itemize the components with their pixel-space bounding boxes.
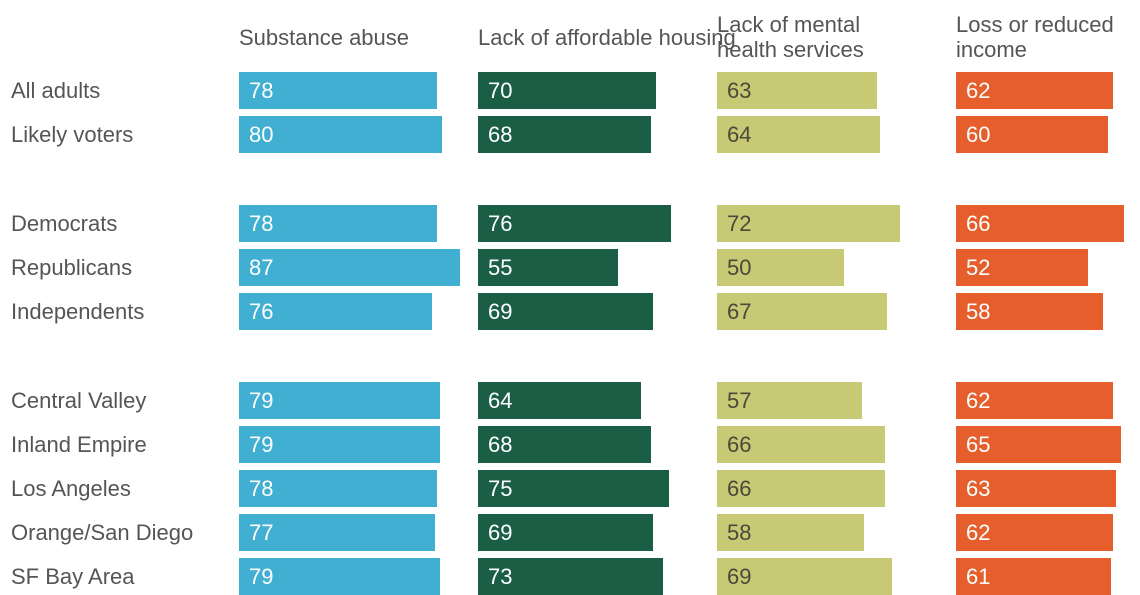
data-label: 57 <box>727 388 752 413</box>
row-label-democrats: Democrats <box>11 211 118 236</box>
data-label: 70 <box>488 78 513 103</box>
bar-loss-or-reduced-income-sf-bay-area: 61 <box>956 558 1111 595</box>
bar-substance-abuse-independents: 76 <box>239 293 432 330</box>
bar-lack-of-affordable-housing-republicans: 55 <box>478 249 618 286</box>
bar-substance-abuse-central-valley: 79 <box>239 382 440 419</box>
data-label: 79 <box>249 432 274 457</box>
data-label: 62 <box>966 520 991 545</box>
bar-lack-of-affordable-housing-inland-empire: 68 <box>478 426 651 463</box>
bar-substance-abuse-democrats: 78 <box>239 205 437 242</box>
bar-substance-abuse-orange-san-diego: 77 <box>239 514 435 551</box>
bar-lack-of-mental-health-services-orange-san-diego: 58 <box>717 514 864 551</box>
row-label-sf-bay-area: SF Bay Area <box>11 564 135 589</box>
data-label: 79 <box>249 564 274 589</box>
bar-lack-of-affordable-housing-independents: 69 <box>478 293 653 330</box>
data-label: 62 <box>966 78 991 103</box>
series-header-substance-abuse: Substance abuse <box>239 25 410 50</box>
bar-lack-of-mental-health-services-los-angeles: 66 <box>717 470 885 507</box>
data-label: 50 <box>727 255 752 280</box>
data-label: 78 <box>249 211 274 236</box>
bar-loss-or-reduced-income-democrats: 66 <box>956 205 1124 242</box>
bar-lack-of-mental-health-services-inland-empire: 66 <box>717 426 885 463</box>
data-label: 66 <box>727 432 752 457</box>
data-label: 65 <box>966 432 991 457</box>
data-label: 76 <box>249 299 274 324</box>
row-label-inland-empire: Inland Empire <box>11 432 147 457</box>
bar-lack-of-affordable-housing-central-valley: 64 <box>478 382 641 419</box>
row-label-independents: Independents <box>11 299 145 324</box>
bar-loss-or-reduced-income-likely-voters: 60 <box>956 116 1108 153</box>
data-label: 63 <box>966 476 991 501</box>
bar-lack-of-mental-health-services-likely-voters: 64 <box>717 116 880 153</box>
data-label: 69 <box>727 564 752 589</box>
bar-lack-of-mental-health-services-all-adults: 63 <box>717 72 877 109</box>
bar-lack-of-affordable-housing-all-adults: 70 <box>478 72 656 109</box>
data-label: 77 <box>249 520 274 545</box>
bar-substance-abuse-inland-empire: 79 <box>239 426 440 463</box>
data-label: 78 <box>249 476 274 501</box>
bar-lack-of-affordable-housing-los-angeles: 75 <box>478 470 669 507</box>
data-label: 67 <box>727 299 752 324</box>
data-label: 69 <box>488 520 513 545</box>
bar-loss-or-reduced-income-central-valley: 62 <box>956 382 1113 419</box>
series-header-loss-or-reduced-income: Loss or reduced income <box>956 12 1114 62</box>
bar-substance-abuse-sf-bay-area: 79 <box>239 558 440 595</box>
data-label: 76 <box>488 211 513 236</box>
data-label: 73 <box>488 564 513 589</box>
row-label-los-angeles: Los Angeles <box>11 476 131 501</box>
bar-substance-abuse-likely-voters: 80 <box>239 116 442 153</box>
row-label-likely-voters: Likely voters <box>11 122 134 147</box>
data-label: 68 <box>488 432 513 457</box>
data-label: 58 <box>966 299 991 324</box>
data-label: 60 <box>966 122 991 147</box>
series-header-lack-of-affordable-housing: Lack of affordable housing <box>478 25 736 50</box>
bar-loss-or-reduced-income-republicans: 52 <box>956 249 1088 286</box>
data-label: 87 <box>249 255 274 280</box>
bar-loss-or-reduced-income-independents: 58 <box>956 293 1103 330</box>
bar-substance-abuse-all-adults: 78 <box>239 72 437 109</box>
bar-loss-or-reduced-income-all-adults: 62 <box>956 72 1113 109</box>
bar-loss-or-reduced-income-los-angeles: 63 <box>956 470 1116 507</box>
bar-substance-abuse-los-angeles: 78 <box>239 470 437 507</box>
bar-lack-of-mental-health-services-republicans: 50 <box>717 249 844 286</box>
bar-substance-abuse-republicans: 87 <box>239 249 460 286</box>
data-label: 55 <box>488 255 513 280</box>
bar-lack-of-mental-health-services-central-valley: 57 <box>717 382 862 419</box>
series-header-lack-of-mental-health-services: Lack of mental health services <box>717 12 864 62</box>
data-label: 68 <box>488 122 513 147</box>
data-label: 58 <box>727 520 752 545</box>
data-label: 61 <box>966 564 991 589</box>
data-label: 69 <box>488 299 513 324</box>
data-label: 80 <box>249 122 274 147</box>
bar-lack-of-mental-health-services-democrats: 72 <box>717 205 900 242</box>
data-label: 63 <box>727 78 752 103</box>
data-label: 66 <box>727 476 752 501</box>
row-label-all-adults: All adults <box>11 78 101 103</box>
bar-lack-of-affordable-housing-sf-bay-area: 73 <box>478 558 663 595</box>
data-label: 64 <box>488 388 513 413</box>
bar-loss-or-reduced-income-inland-empire: 65 <box>956 426 1121 463</box>
data-label: 52 <box>966 255 991 280</box>
data-label: 66 <box>966 211 991 236</box>
data-label: 79 <box>249 388 274 413</box>
row-label-orange-san-diego: Orange/San Diego <box>11 520 194 545</box>
bar-loss-or-reduced-income-orange-san-diego: 62 <box>956 514 1113 551</box>
bar-lack-of-affordable-housing-democrats: 76 <box>478 205 671 242</box>
data-label: 75 <box>488 476 513 501</box>
row-label-central-valley: Central Valley <box>11 388 147 413</box>
data-label: 78 <box>249 78 274 103</box>
bar-lack-of-mental-health-services-sf-bay-area: 69 <box>717 558 892 595</box>
bar-lack-of-affordable-housing-likely-voters: 68 <box>478 116 651 153</box>
bar-lack-of-affordable-housing-orange-san-diego: 69 <box>478 514 653 551</box>
data-label: 72 <box>727 211 752 236</box>
data-label: 64 <box>727 122 752 147</box>
row-label-republicans: Republicans <box>11 255 133 280</box>
bar-lack-of-mental-health-services-independents: 67 <box>717 293 887 330</box>
data-label: 62 <box>966 388 991 413</box>
